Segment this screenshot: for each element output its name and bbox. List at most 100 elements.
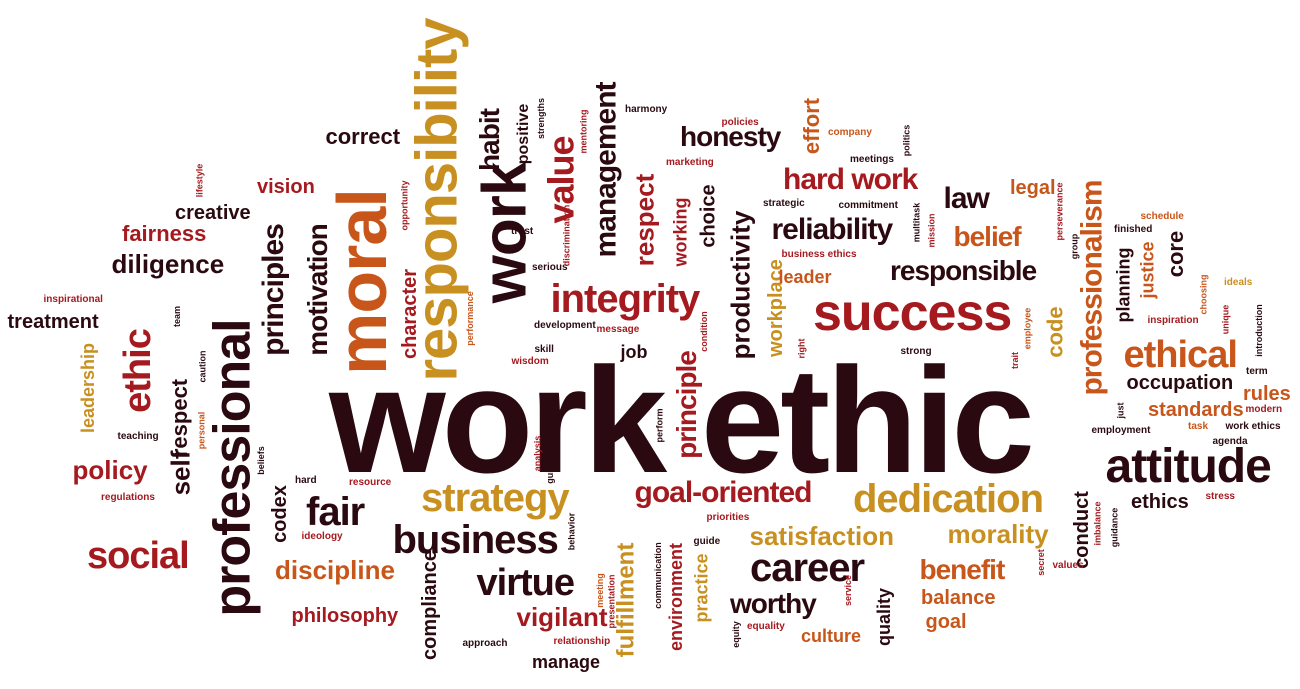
word: task — [1188, 421, 1209, 432]
word: virtue — [476, 562, 575, 604]
word: stress — [1205, 491, 1235, 502]
word: principles — [256, 224, 290, 356]
word: worthy — [730, 588, 817, 619]
word: career — [750, 546, 865, 590]
word: guide — [693, 536, 721, 547]
word: regulations — [101, 492, 155, 503]
word: analysis — [532, 435, 543, 471]
word: skill — [534, 344, 554, 355]
word: politics — [901, 124, 912, 156]
word: company — [828, 127, 872, 138]
word: codex — [268, 485, 291, 543]
word: personal — [196, 411, 207, 449]
word: priorities — [706, 512, 750, 523]
word: legal — [1010, 177, 1056, 199]
word: attitude — [1105, 440, 1272, 493]
word: relationship — [553, 636, 611, 647]
word: core — [1163, 230, 1189, 278]
word: communication — [652, 541, 663, 609]
word: condition — [698, 310, 709, 352]
word: business — [392, 518, 559, 562]
word: guidance — [1109, 507, 1120, 547]
word: ideals — [1224, 277, 1253, 288]
word: hard work — [783, 163, 918, 196]
word: fair — [306, 490, 365, 534]
word: philosophy — [291, 605, 399, 627]
word: trait — [1009, 351, 1020, 369]
word: leader — [778, 267, 832, 287]
word: trust — [511, 226, 534, 237]
word: practice — [691, 553, 712, 623]
word: service — [842, 574, 853, 606]
word: development — [534, 320, 596, 331]
word: habit — [473, 109, 505, 171]
word: message — [596, 324, 640, 335]
word: perform — [654, 407, 665, 443]
word: productivity — [724, 210, 755, 360]
word: balance — [921, 587, 996, 609]
word: policy — [72, 455, 148, 485]
word: employment — [1091, 425, 1151, 436]
word: environment — [666, 542, 687, 652]
word: strategy — [421, 476, 570, 520]
word: job — [620, 342, 648, 362]
word: goal-oriented — [634, 476, 813, 509]
word: multitask — [911, 202, 922, 242]
word: professionalism — [1075, 180, 1109, 396]
word: vision — [257, 176, 315, 198]
word: leadership — [78, 342, 99, 434]
word: group — [1069, 233, 1080, 259]
word: creative — [175, 202, 251, 224]
word: secret — [1035, 548, 1046, 576]
word: vigilant — [516, 602, 608, 632]
word: honesty — [680, 121, 781, 152]
word: satisfaction — [749, 521, 895, 551]
word: respect — [167, 378, 193, 458]
word: harmony — [625, 104, 668, 115]
word: discipline — [275, 555, 395, 585]
word: work ethics — [1225, 421, 1281, 432]
word: choosing — [1198, 274, 1209, 314]
word: equity — [730, 620, 741, 648]
word: values — [1052, 560, 1084, 571]
word: meetings — [850, 154, 894, 165]
word: moral — [322, 189, 401, 375]
word: right — [796, 338, 807, 358]
word: discrimination — [561, 204, 572, 266]
word: management — [589, 82, 623, 258]
word: integrity — [550, 277, 701, 321]
word: strong — [900, 346, 932, 357]
word: commitment — [838, 200, 898, 211]
word: serious — [532, 262, 568, 273]
word: social — [87, 535, 190, 577]
word: policies — [721, 117, 759, 128]
word: planning — [1113, 247, 1133, 323]
word: manage — [532, 652, 601, 672]
word: compliance — [419, 549, 442, 661]
word: teaching — [117, 431, 159, 442]
word: perseverance — [1054, 181, 1065, 241]
word: motivation — [301, 224, 333, 356]
word: just — [1115, 401, 1126, 419]
word: performance — [464, 290, 475, 346]
word: ethical — [1123, 334, 1238, 376]
word: introduction — [1253, 303, 1264, 357]
word: business ethics — [781, 249, 857, 260]
word: responsible — [890, 255, 1037, 286]
word: code — [1042, 306, 1068, 358]
word: modern — [1245, 404, 1283, 415]
word: beliefs — [255, 445, 266, 475]
word: strategic — [763, 198, 805, 209]
word: behavior — [566, 512, 577, 550]
word: term — [1246, 366, 1268, 377]
word: positive — [515, 103, 533, 165]
word: meeting — [594, 572, 605, 608]
word: principle — [670, 351, 702, 459]
word: culture — [801, 626, 862, 646]
word: agenda — [1212, 436, 1248, 447]
word: team — [171, 305, 182, 327]
word: respect — [628, 173, 659, 267]
word: marketing — [666, 157, 714, 168]
word: inspiration — [1147, 315, 1199, 326]
